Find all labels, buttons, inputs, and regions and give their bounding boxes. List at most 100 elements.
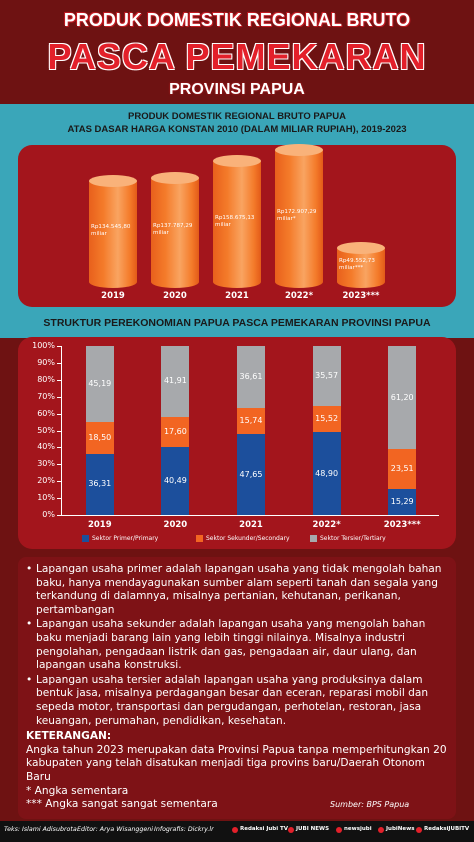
source: Sumber: BPS Papua	[330, 800, 410, 809]
legend-swatch	[82, 535, 89, 542]
social-icon	[378, 827, 384, 833]
value-label: Rp172.907,29 miliar*	[277, 209, 317, 222]
value-label: 40,49	[163, 475, 187, 485]
bar	[213, 161, 261, 288]
x-axis	[61, 515, 439, 516]
value-label: 47,65	[239, 469, 263, 479]
bar-segment	[85, 346, 114, 423]
social-handle: JUBI NEWS	[296, 826, 330, 832]
x-tick-label: 2019	[101, 291, 125, 301]
value-label: 35,57	[315, 371, 339, 381]
social-handle: JubiNews	[386, 826, 415, 832]
tick-mark	[57, 346, 61, 347]
bar-segment	[312, 432, 341, 515]
value-label: Rp137.787,29 miliar	[153, 223, 193, 236]
bar-segment	[388, 489, 417, 515]
social-icon	[288, 827, 294, 833]
y-tick-label: 90%	[37, 357, 55, 367]
social-icon	[416, 827, 422, 833]
credit: Infografis: Dickry.lr	[154, 826, 214, 833]
x-tick-label: 2020	[163, 520, 188, 530]
chart-title: PRODUK DOMESTIK REGIONAL BRUTO PAPUA	[128, 111, 346, 122]
y-tick-label: 80%	[37, 374, 55, 384]
bullet-row: • Lapangan usaha sekunder adalah lapangan…	[26, 618, 448, 672]
tick-mark	[57, 379, 61, 381]
bar-segment	[237, 346, 265, 408]
legend-swatch	[196, 535, 203, 542]
social-icon	[232, 827, 238, 833]
bullet-dot: •	[26, 673, 33, 686]
value-label: Rp158.675,13 miliar	[215, 214, 255, 228]
y-tick-label: 100%	[32, 341, 55, 350]
y-tick-label: 20%	[37, 476, 55, 486]
notes-heading: KETERANGAN:	[26, 730, 112, 743]
x-tick-label: 2022*	[312, 520, 341, 530]
value-label: 18,50	[88, 433, 112, 442]
y-tick-label: 50%	[37, 425, 55, 435]
x-tick-label: 2020	[163, 291, 187, 301]
bar	[89, 180, 137, 288]
tick-mark	[57, 447, 61, 449]
bullet-text: Lapangan usaha sekunder adalah lapangan …	[36, 618, 426, 672]
bar-top	[89, 174, 137, 187]
bar-segment	[161, 446, 190, 515]
tick-mark	[57, 515, 61, 516]
bar-segment	[388, 449, 417, 490]
bar-top	[337, 242, 385, 255]
note-text: *** Angka sangat sangat sementara	[26, 798, 218, 811]
tick-mark	[57, 396, 61, 398]
legend-label: Sektor Primer/Primary	[92, 535, 159, 542]
header-line: PRODUK DOMESTIK REGIONAL BRUTO	[63, 10, 411, 30]
value-label: 23,51	[390, 464, 414, 474]
note-text: * Angka sementara	[26, 784, 129, 797]
header-line: PROVINSI PAPUA	[169, 81, 305, 98]
value-label: 41,91	[163, 376, 187, 386]
social-handle: Redaksi Jubi TV	[240, 826, 289, 832]
bullet-dot: •	[26, 618, 33, 631]
bar-segment	[237, 407, 265, 435]
header-title: PASCA PEMEKARAN	[47, 36, 427, 77]
bar	[275, 150, 323, 288]
bar-top	[275, 144, 323, 156]
bar-segment	[161, 346, 190, 417]
value-label: 17,60	[163, 426, 187, 436]
value-label: 15,52	[315, 414, 339, 424]
y-tick-label: 10%	[37, 493, 55, 503]
chart-title: STRUKTUR PEREKONOMIAN PAPUA PASCA PEMEKA…	[43, 317, 431, 329]
value-label: 36,31	[88, 479, 112, 489]
bar-segment	[85, 453, 114, 515]
legend-label: Sektor Tersier/Tertiary	[320, 535, 386, 542]
value-label: 45,19	[88, 379, 112, 389]
bar	[337, 248, 385, 288]
y-tick-label: 60%	[37, 408, 55, 418]
x-tick-label: 2021	[239, 520, 263, 530]
bar-top	[213, 155, 261, 168]
notes: • Lapangan usaha primer adalah lapangan u…	[26, 563, 448, 812]
bullet-dot: •	[26, 563, 33, 575]
bullet-row: • Lapangan usaha tersier adalah lapangan …	[26, 674, 448, 728]
notes-panel	[18, 557, 456, 819]
chart-subtitle: ATAS DASAR HARGA KONSTAN 2010 (DALAM MIL…	[67, 124, 407, 135]
bullet-text: Lapangan usaha primer adalah lapangan us…	[36, 563, 442, 616]
value-label: Rp134.545,80 miliar	[91, 224, 131, 238]
y-tick-label: 70%	[37, 391, 55, 401]
bar-segment	[161, 416, 190, 447]
bar-segment	[85, 422, 114, 454]
value-label: Rp49.552,73 miliar***	[339, 258, 375, 272]
value-label: 15,29	[390, 497, 414, 507]
value-label: 61,20	[390, 392, 414, 402]
tick-mark	[57, 362, 61, 364]
bar-segment	[388, 346, 417, 450]
social-icon	[336, 827, 342, 833]
bar-segment	[312, 346, 341, 407]
y-tick-label: 0%	[42, 510, 55, 519]
bar-segment	[237, 434, 265, 515]
bullet-row: • Lapangan usaha primer adalah lapangan u…	[26, 563, 448, 617]
legend-label: Sektor Sekunder/Secondary	[206, 535, 290, 542]
tick-mark	[57, 498, 61, 500]
x-tick-label: 2021	[225, 291, 249, 301]
social-handle: newsjubi	[344, 826, 372, 832]
legend-swatch	[310, 535, 317, 542]
y-tick-label: 40%	[37, 442, 55, 452]
